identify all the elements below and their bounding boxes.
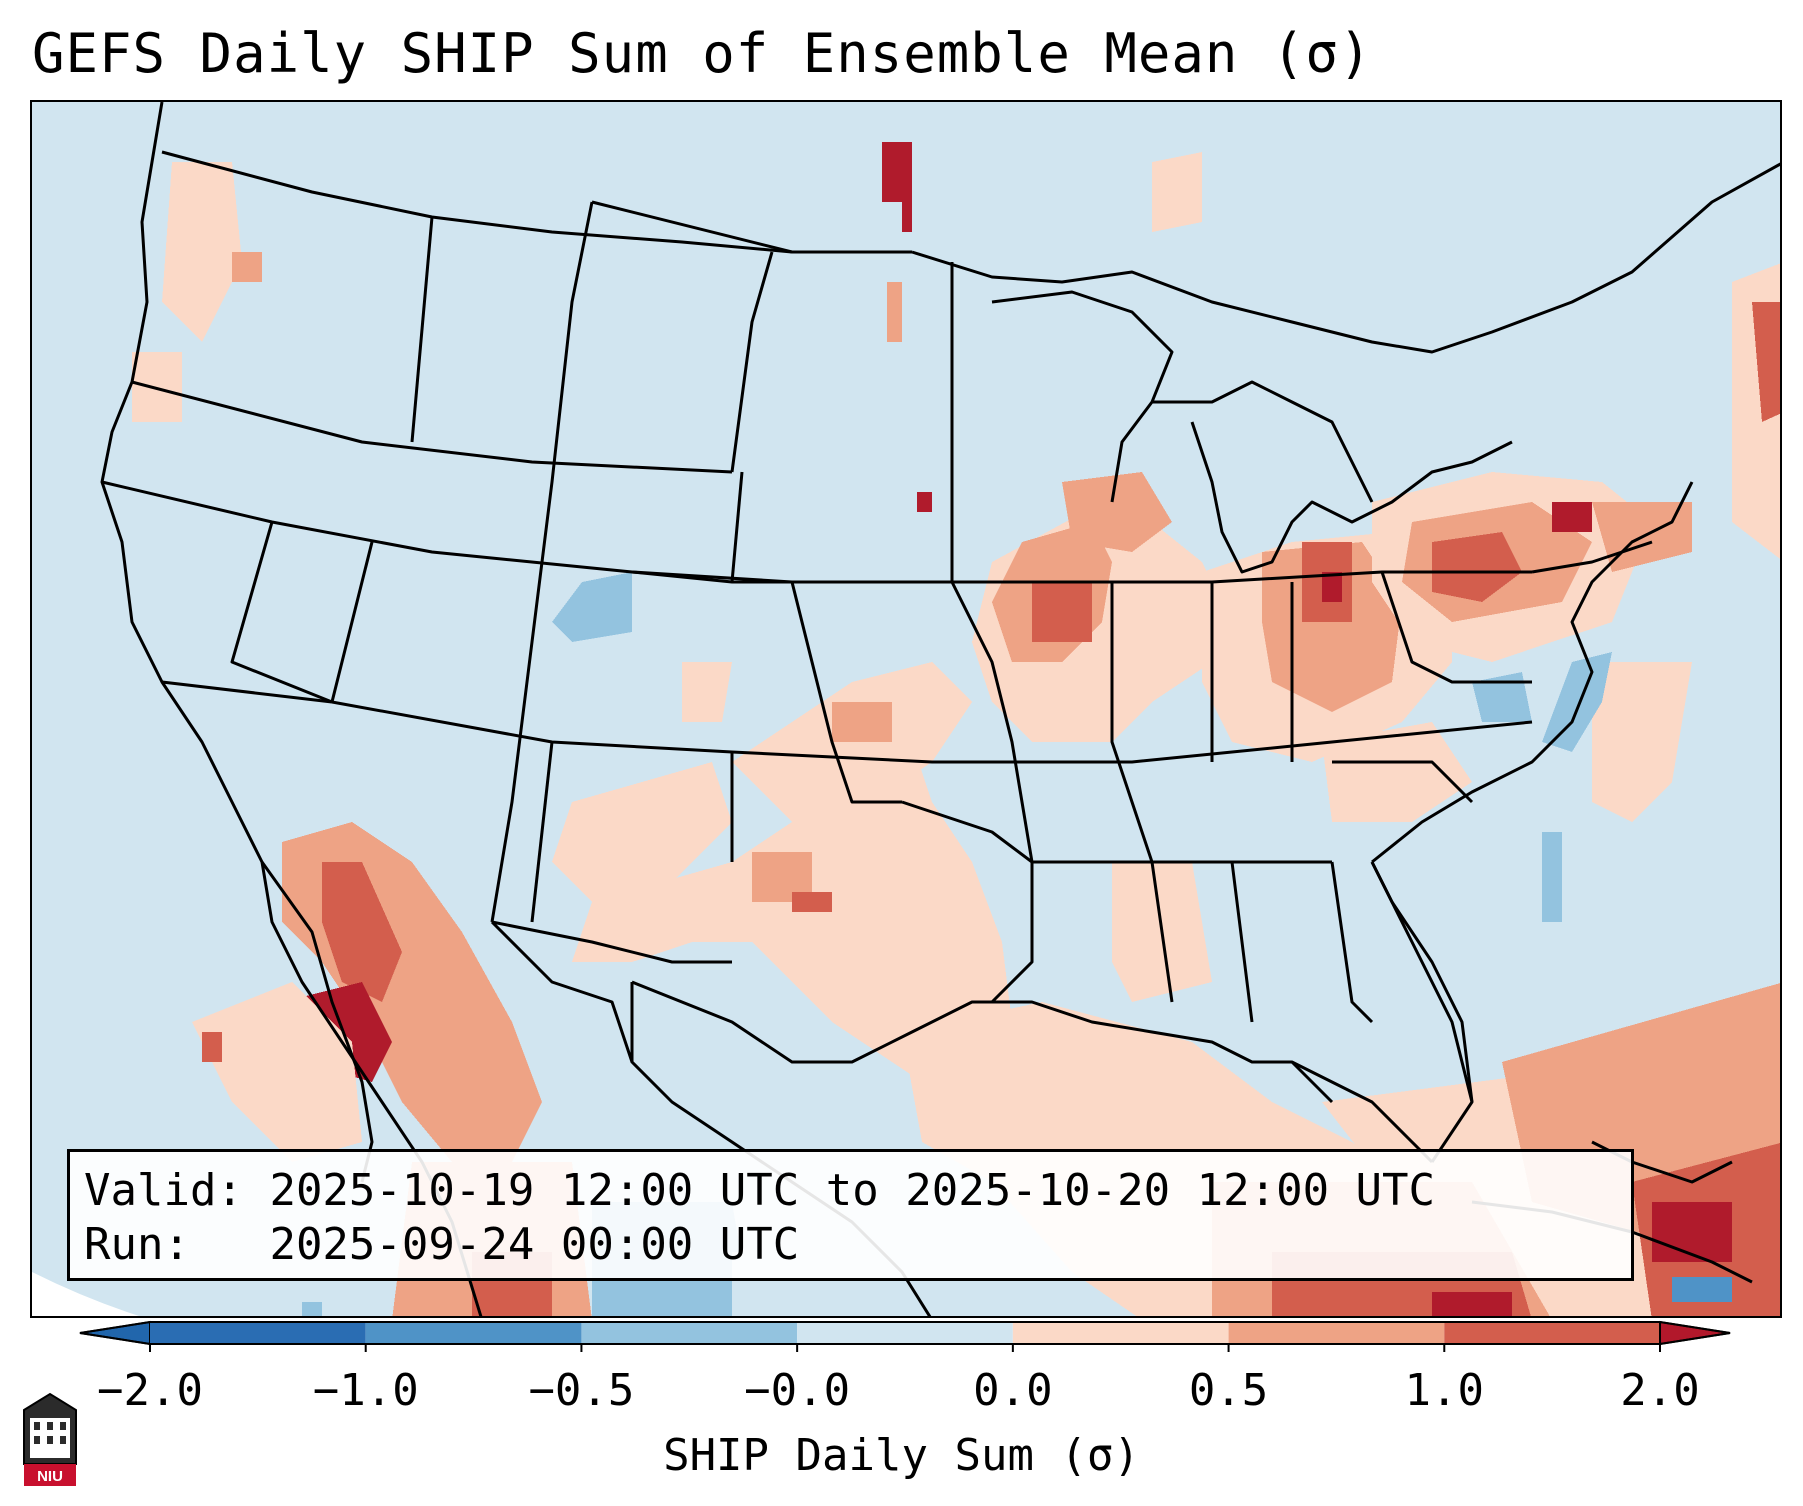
map-panel [30,100,1782,1318]
colorbar-tick-label: 0.0 [973,1365,1053,1416]
colorbar-segment [797,1322,1013,1344]
colorbar-tick-label: 1.0 [1404,1365,1485,1416]
niu-logo-text: NIU [37,1468,63,1485]
colorbar-over-arrow [1659,1320,1731,1346]
colorbar-segment [1444,1322,1660,1344]
colorbar-tick-label: −0.0 [744,1365,851,1416]
colorbar [79,1320,1731,1352]
colorbar-tick-label: −2.0 [97,1365,203,1416]
colorbar-label: SHIP Daily Sum (σ) [663,1430,1140,1481]
run-value: 2025-09-24 00:00 UTC [269,1219,800,1270]
colorbar-tick-label: 0.5 [1188,1365,1269,1416]
colorbar-tick-label: −0.5 [528,1365,635,1416]
valid-run-info-box: Valid: 2025-10-19 12:00 UTC to 2025-10-2… [67,1149,1634,1281]
projection-edge [32,1272,140,1316]
colorbar-tick-label: −1.0 [312,1365,419,1416]
colorbar-segment [1012,1322,1229,1344]
colorbar-under-arrow [79,1320,151,1346]
colorbar-segment [150,1322,366,1344]
colorbar-ticks [79,1321,1731,1352]
map-canvas [32,102,1780,1316]
colorbar-segment [581,1322,798,1344]
run-label: Run: [84,1219,190,1270]
colorbar-segment [1228,1322,1445,1344]
colorbar-tick-label: 2.0 [1620,1365,1700,1416]
niu-logo-icon: NIU [23,1392,77,1486]
valid-value: 2025-10-19 12:00 UTC to 2025-10-20 12:00… [269,1165,1436,1216]
valid-label: Valid: [84,1165,243,1216]
colorbar-segment [365,1322,582,1344]
colorbar-segments [79,1320,1731,1346]
map-title: GEFS Daily SHIP Sum of Ensemble Mean (σ) [32,22,1373,85]
